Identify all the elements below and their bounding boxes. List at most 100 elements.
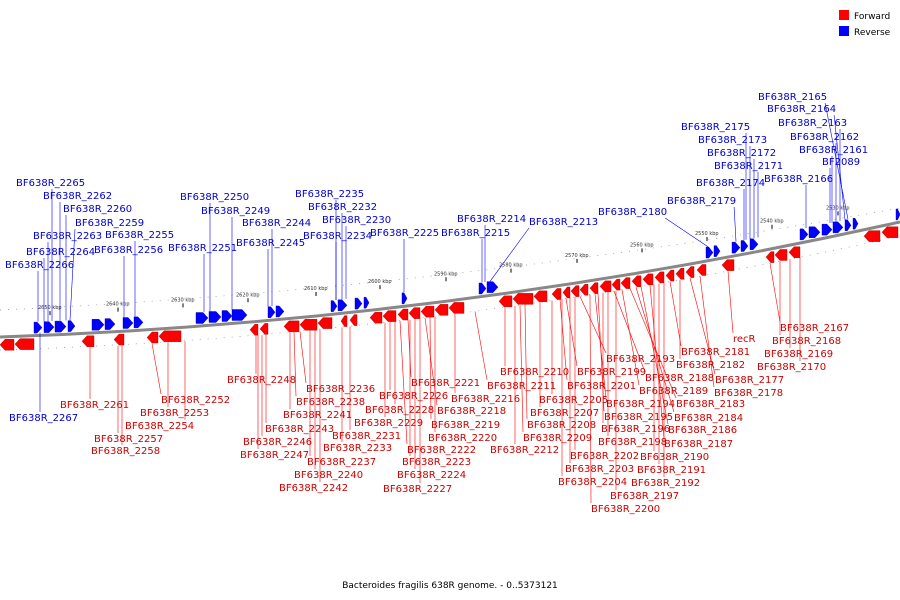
forward-gene [631, 275, 642, 287]
reverse-gene [821, 223, 833, 236]
forward-gene-label: BF638R_2212 [490, 445, 559, 456]
reverse-gene-label: BF638R_2215 [441, 228, 510, 239]
reverse-gene-label: BF638R_2213 [529, 217, 598, 228]
reverse-gene-label: BF638R_2175 [681, 122, 750, 133]
reverse-gene [832, 221, 844, 234]
forward-gene-label: BF638R_2236 [306, 384, 375, 395]
reverse-gene [895, 208, 900, 221]
forward-gene-label: BF638R_2211 [487, 381, 556, 392]
forward-gene-label: BF638R_2243 [265, 424, 334, 435]
forward-gene [721, 259, 735, 271]
scale-tick-label: 2610 kbp [304, 286, 328, 292]
forward-gene-label: BF638R_2208 [527, 420, 596, 431]
forward-gene [685, 266, 695, 278]
forward-gene [382, 310, 397, 322]
forward-gene-label: BF638R_2178 [714, 388, 783, 399]
forward-label-leader [669, 281, 682, 347]
reverse-gene-label: BF638R_2265 [16, 178, 85, 189]
reverse-gene [844, 219, 852, 231]
reverse-gene-label: BF638R_2264 [26, 247, 95, 258]
forward-gene [249, 324, 259, 336]
reverse-gene-label: BF638R_2225 [370, 228, 439, 239]
forward-gene-label: BF638R_2207 [530, 408, 599, 419]
reverse-gene-label: BF638R_2249 [201, 206, 270, 217]
forward-gene-label: BF638R_2192 [631, 478, 700, 489]
reverse-gene [267, 306, 276, 318]
forward-gene-label: BF638R_2247 [240, 450, 309, 461]
reverse-gene [486, 281, 499, 293]
forward-gene-label: BF638R_2189 [639, 386, 708, 397]
forward-label-leader [649, 284, 665, 439]
reverse-gene [43, 321, 55, 333]
forward-gene-label: BF638R_2248 [227, 375, 296, 386]
forward-gene [259, 323, 269, 335]
label-leaders [37, 102, 849, 504]
scale-tick-label: 2530 kbp [826, 205, 850, 211]
legend-forward-label: Forward [854, 12, 890, 22]
reverse-gene-label: BF638R_2260 [63, 204, 132, 215]
forward-gene-label: BF638R_2218 [437, 406, 506, 417]
forward-gene-label: BF638R_2195 [604, 412, 673, 423]
scale-tick-label: 2540 kbp [760, 219, 784, 225]
reverse-label-leader [664, 217, 709, 248]
reverse-gene-label: BF638R_2166 [764, 174, 833, 185]
forward-gene [774, 249, 788, 261]
reverse-gene-label: BF638R_2259 [75, 218, 144, 229]
forward-gene [642, 273, 654, 286]
forward-gene [654, 271, 665, 284]
forward-gene-label: BF638R_2199 [577, 367, 646, 378]
forward-gene-label: recR [733, 334, 756, 345]
forward-gene [696, 264, 707, 276]
scale-tick-label: 2620 kbp [236, 292, 260, 298]
forward-gene-label: BF638R_2186 [668, 425, 737, 436]
genome-backbone [0, 220, 900, 339]
forward-gene-label: BF638R_2167 [780, 323, 849, 334]
reverse-gene-label: BF638R_2255 [105, 230, 174, 241]
forward-gene [570, 285, 580, 297]
reverse-gene-label: BF638R_2174 [696, 178, 765, 189]
reverse-gene [799, 228, 809, 241]
forward-gene [340, 315, 348, 327]
reverse-gene [808, 226, 821, 238]
forward-gene [349, 314, 358, 326]
forward-label-leader [579, 296, 607, 354]
reverse-gene [33, 321, 43, 334]
reverse-gene-label: BF638R_2267 [9, 413, 78, 424]
scale-tick-label: 2580 kbp [499, 263, 523, 269]
forward-label-leader [640, 286, 669, 425]
reverse-gene-label: BF638R_2171 [714, 161, 783, 172]
forward-gene-label: BF638R_2238 [296, 397, 365, 408]
forward-label-leader [727, 271, 734, 334]
legend-forward-swatch [839, 10, 849, 20]
forward-gene-label: BF638R_2228 [365, 405, 434, 416]
forward-gene [863, 230, 881, 242]
forward-gene-label: BF638R_2204 [558, 477, 627, 488]
legend-reverse-label: Reverse [854, 28, 891, 38]
forward-label-leader [519, 305, 524, 433]
reverse-gene [478, 282, 487, 295]
forward-gene [611, 278, 621, 291]
scale-tick-label: 2640 kbp [106, 302, 130, 308]
reverse-gene-label: BF638R_2256 [94, 245, 163, 256]
reverse-gene [731, 241, 741, 254]
forward-gene-label: BF638R_2221 [411, 378, 480, 389]
reverse-gene [122, 317, 134, 329]
forward-gene-label: BF638R_2194 [606, 399, 675, 410]
forward-gene-label: BF638R_2196 [601, 424, 670, 435]
forward-gene [420, 305, 435, 318]
forward-label-leader [635, 287, 675, 413]
forward-gene-label: BF638R_2257 [94, 434, 163, 445]
forward-gene [589, 282, 599, 294]
forward-gene-label: BF638R_2254 [125, 421, 194, 432]
forward-gene-label: BF638R_2205 [539, 395, 608, 406]
forward-gene-label: BF638R_2209 [523, 433, 592, 444]
forward-gene-label: BF638R_2253 [140, 408, 209, 419]
forward-label-leader [293, 332, 297, 397]
forward-label-leader [559, 299, 568, 381]
reverse-label-leader [69, 228, 76, 321]
reverse-gene-label: BF638R_2161 [799, 145, 868, 156]
reverse-label-leader [489, 227, 530, 282]
forward-gene-label: BF638R_2227 [383, 484, 452, 495]
reverse-gene-label: BF638R_2230 [322, 215, 391, 226]
